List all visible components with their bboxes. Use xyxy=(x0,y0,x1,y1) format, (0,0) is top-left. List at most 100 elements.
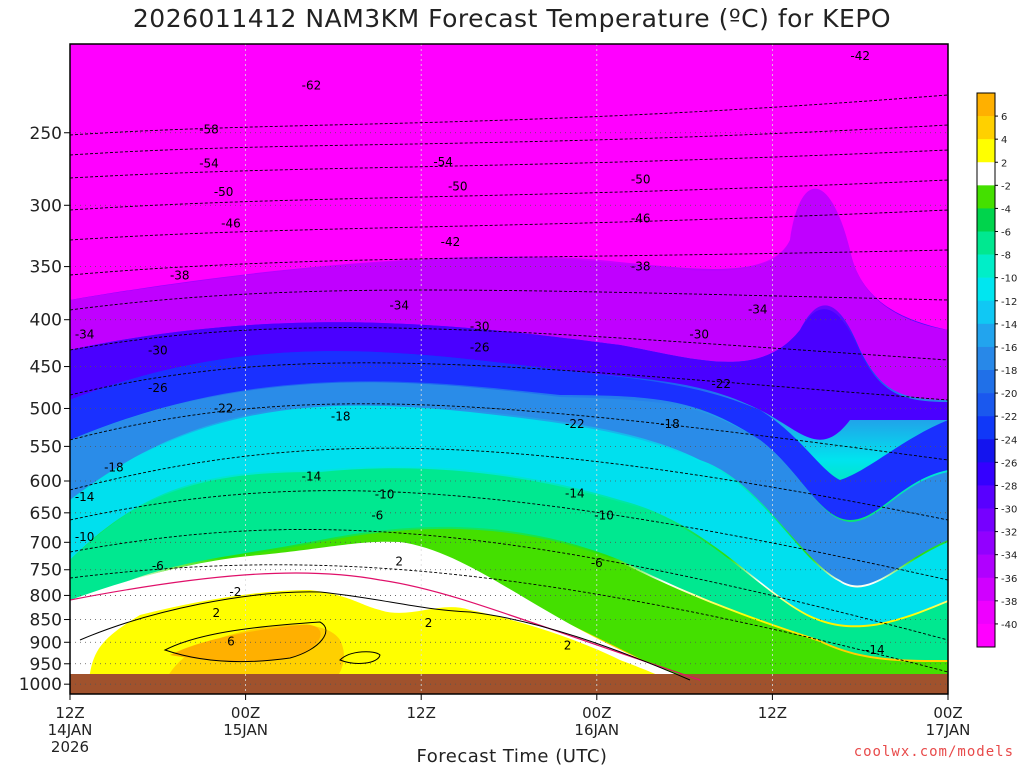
colorbar-label: -30 xyxy=(1001,505,1017,516)
colorbar-label: -6 xyxy=(1001,228,1011,239)
contour-label: -50 xyxy=(448,179,468,193)
credit-text: coolwx.com/models xyxy=(853,744,1014,760)
y-tick-label: 350 xyxy=(30,258,62,278)
contour-label: -14 xyxy=(865,643,885,657)
contour-label: -22 xyxy=(565,417,585,431)
colorbar-label: -14 xyxy=(1001,320,1017,331)
contour-label: -10 xyxy=(75,530,95,544)
colorbar-label: 4 xyxy=(1001,135,1007,146)
colorbar-swatch xyxy=(977,508,995,532)
contour-label: -46 xyxy=(631,211,651,225)
contour-label: -10 xyxy=(594,508,614,522)
contour-lines xyxy=(70,94,948,681)
y-axis: 2503003504004505005506006507007508008509… xyxy=(19,124,70,695)
colorbar-swatch xyxy=(977,554,995,579)
colorbar-label: -34 xyxy=(1001,551,1017,562)
colorbar-label: -12 xyxy=(1001,297,1017,308)
contour-label: -58 xyxy=(199,123,219,137)
colorbar-label: -22 xyxy=(1001,412,1017,423)
colorbar-label: -16 xyxy=(1001,343,1017,354)
contour-label: -18 xyxy=(660,417,680,431)
contour-label: -14 xyxy=(302,469,322,483)
colorbar-swatch xyxy=(977,162,995,186)
colorbar-label: -26 xyxy=(1001,458,1017,469)
y-tick-label: 700 xyxy=(30,533,62,553)
chart-title: 2026011412 NAM3KM Forecast Temperature (… xyxy=(132,4,892,33)
colorbar-swatch xyxy=(977,439,995,463)
colorbar-swatch xyxy=(977,600,995,625)
colorbar-swatch xyxy=(977,623,995,648)
contour-label: -34 xyxy=(75,327,95,341)
contour-label: -18 xyxy=(331,409,351,423)
contour-label: 2 xyxy=(213,606,221,620)
plot-frame xyxy=(69,43,949,695)
contour-label: -6 xyxy=(152,559,164,573)
y-tick-label: 650 xyxy=(30,504,62,524)
colorbar-swatch xyxy=(977,254,995,278)
contour-label: -54 xyxy=(199,156,219,170)
colorbar-swatch xyxy=(977,116,995,140)
colorbar-swatch xyxy=(977,139,995,163)
contour-label: -22 xyxy=(711,377,731,391)
contour-label: -26 xyxy=(470,341,490,355)
x-tick-label: 14JAN xyxy=(48,721,93,739)
colorbar: 6 4 2 -2 -4 -6 -8 -10 -12 -14 -16 -18 -20 -22 -24 -26 -2… xyxy=(976,92,1017,648)
y-tick-label: 600 xyxy=(30,472,62,492)
contour-label: -50 xyxy=(214,185,234,199)
contour-label: -30 xyxy=(689,327,709,341)
contour-label: -6 xyxy=(591,556,603,570)
x-tick-label: 12Z xyxy=(55,704,84,722)
contour-label: -38 xyxy=(170,269,190,283)
y-tick-label: 850 xyxy=(30,611,62,631)
x-tick-label: 12Z xyxy=(758,704,787,722)
colorbar-label: -40 xyxy=(1001,620,1017,631)
colorbar-swatch xyxy=(977,531,995,555)
contour-label: -10 xyxy=(375,488,395,502)
y-tick-label: 800 xyxy=(30,586,62,606)
colorbar-swatch xyxy=(977,208,995,232)
contour-label: -18 xyxy=(104,461,124,475)
x-tick-label: 00Z xyxy=(582,704,611,722)
contour-label: -42 xyxy=(441,235,461,249)
colorbar-swatch xyxy=(977,393,995,417)
colorbar-label: -18 xyxy=(1001,366,1017,377)
contour-label: -62 xyxy=(302,79,322,93)
colorbar-label: -24 xyxy=(1001,435,1017,446)
colorbar-swatch xyxy=(977,462,995,486)
y-tick-label: 250 xyxy=(30,124,62,144)
y-tick-label: 750 xyxy=(30,561,62,581)
y-tick-label: 300 xyxy=(30,196,62,216)
contour-label: -46 xyxy=(221,216,241,230)
x-tick-label: 00Z xyxy=(231,704,260,722)
colorbar-label: -38 xyxy=(1001,597,1017,608)
colorbar-label: 2 xyxy=(1001,158,1007,169)
y-tick-label: 900 xyxy=(30,633,62,653)
colorbar-swatch xyxy=(977,323,995,348)
colorbar-label: -20 xyxy=(1001,389,1017,400)
x-tick-label: 16JAN xyxy=(574,721,619,739)
x-tick-label: 15JAN xyxy=(223,721,268,739)
y-tick-label: 450 xyxy=(30,358,62,378)
x-tick-label: 00Z xyxy=(933,704,962,722)
contour-label: -38 xyxy=(631,260,651,274)
colorbar-swatch xyxy=(977,277,995,302)
colorbar-swatch xyxy=(977,185,995,209)
y-tick-label: 1000 xyxy=(19,675,62,695)
colorbar-swatch xyxy=(977,231,995,255)
contour-label: -14 xyxy=(565,486,585,500)
colorbar-label: -36 xyxy=(1001,574,1017,585)
contour-label: 6 xyxy=(227,634,235,648)
contour-label: -42 xyxy=(850,49,870,63)
contour-label: -22 xyxy=(214,401,234,415)
plot-fill xyxy=(70,44,948,694)
contour-label: 2 xyxy=(425,616,433,630)
colorbar-swatch xyxy=(977,370,995,394)
colorbar-label: -4 xyxy=(1001,204,1011,215)
colorbar-swatch xyxy=(977,300,995,325)
colorbar-swatch xyxy=(977,93,995,117)
contour-label: -6 xyxy=(371,508,383,522)
colorbar-swatch xyxy=(977,416,995,440)
x-tick-label: 17JAN xyxy=(926,721,971,739)
contour-label: -30 xyxy=(470,320,490,334)
